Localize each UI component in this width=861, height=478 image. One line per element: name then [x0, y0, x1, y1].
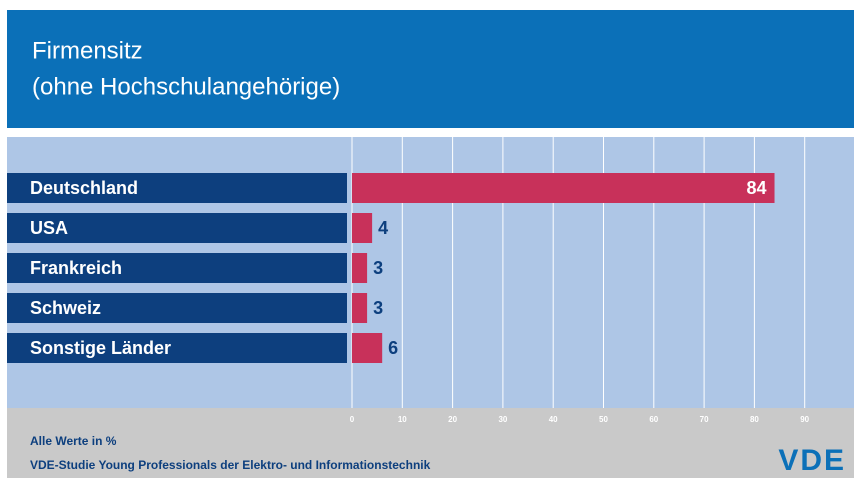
x-tick-label: 10	[398, 415, 407, 424]
bar	[352, 293, 368, 323]
value-label: 6	[388, 338, 398, 358]
category-band	[7, 253, 347, 283]
category-label: USA	[30, 218, 68, 238]
bar	[352, 253, 368, 283]
x-tick-label: 70	[700, 415, 709, 424]
category-band	[7, 333, 347, 363]
category-band	[7, 293, 347, 323]
x-tick-label: 20	[448, 415, 457, 424]
bar	[352, 213, 373, 243]
value-label: 4	[378, 218, 388, 238]
x-tick-label: 30	[498, 415, 507, 424]
category-label: Frankreich	[30, 258, 122, 278]
footer	[7, 408, 854, 478]
bar	[352, 173, 775, 203]
category-label: Deutschland	[30, 178, 138, 198]
chart-subtitle: (ohne Hochschulangehörige)	[32, 73, 340, 100]
note: Alle Werte in %	[30, 434, 117, 448]
header	[7, 10, 854, 128]
x-tick-label: 40	[549, 415, 558, 424]
bar	[352, 333, 383, 363]
logo: VDE	[778, 444, 846, 477]
value-label: 84	[746, 178, 766, 198]
category-label: Sonstige Länder	[30, 338, 171, 358]
category-label: Schweiz	[30, 298, 101, 318]
chart-title: Firmensitz	[32, 37, 143, 64]
value-label: 3	[373, 258, 383, 278]
x-tick-label: 60	[649, 415, 658, 424]
source: VDE-Studie Young Professionals der Elekt…	[30, 458, 431, 472]
x-tick-label: 80	[750, 415, 759, 424]
value-label: 3	[373, 298, 383, 318]
category-band	[7, 173, 347, 203]
x-tick-label: 0	[350, 415, 355, 424]
category-band	[7, 213, 347, 243]
x-tick-label: 90	[800, 415, 809, 424]
x-tick-label: 50	[599, 415, 608, 424]
